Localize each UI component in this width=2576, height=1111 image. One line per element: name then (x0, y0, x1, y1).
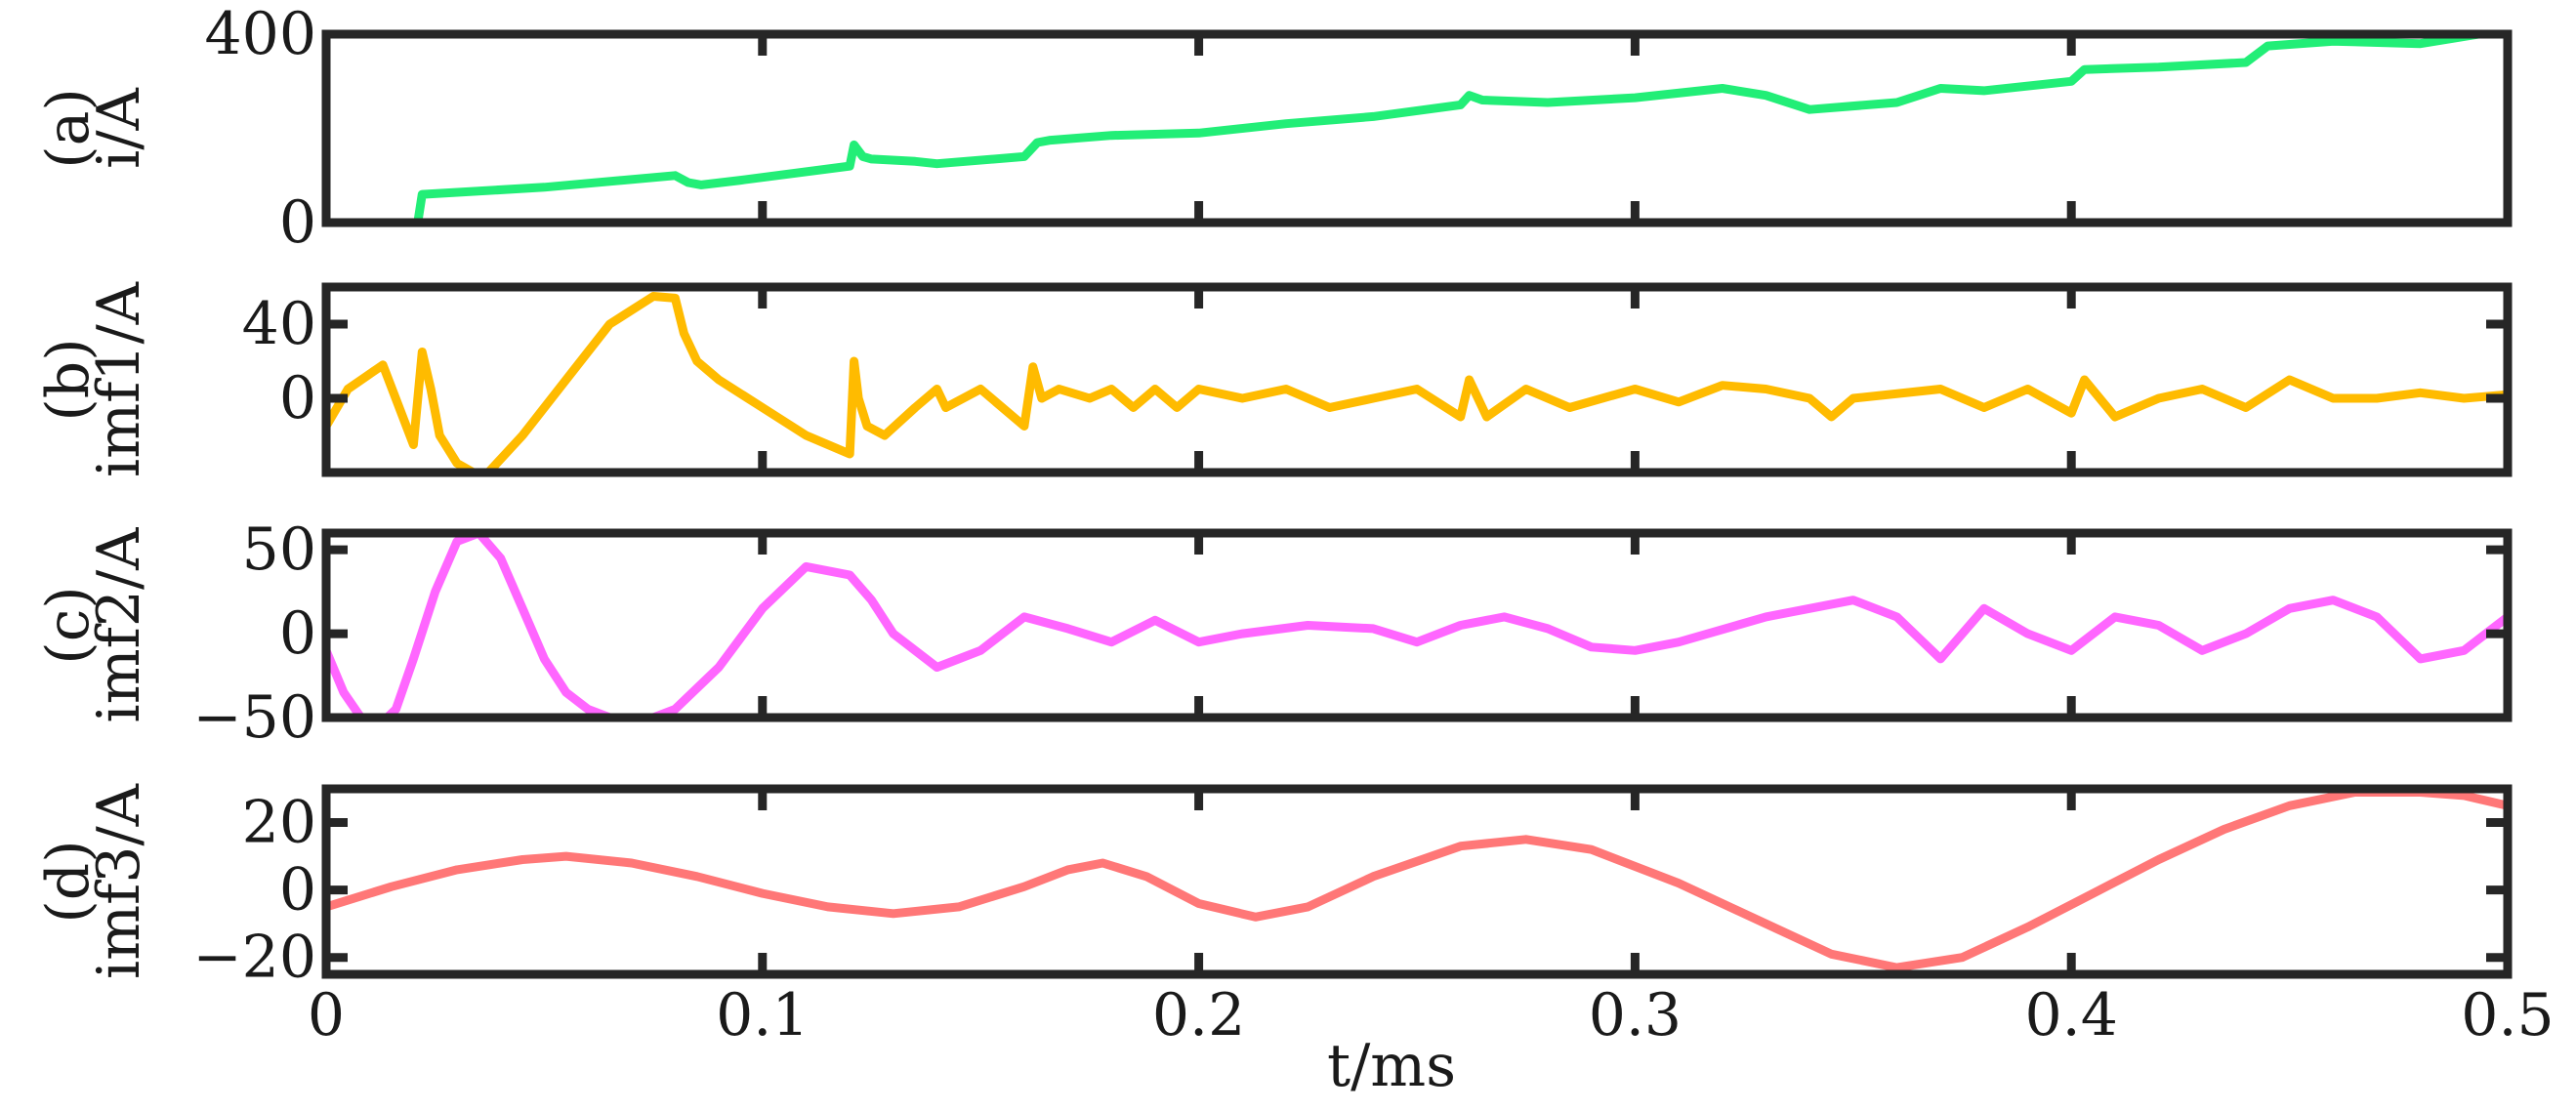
y-tick-label: −50 (192, 683, 316, 752)
x-tick-label: 0 (308, 981, 345, 1049)
x-tick-label: 0.4 (2024, 981, 2117, 1049)
x-tick-label: 0.5 (2461, 981, 2554, 1049)
axes-box (321, 528, 2513, 722)
panel-letter: (a) (34, 88, 103, 169)
y-unit-label: i/A (85, 87, 153, 168)
axes-box (321, 29, 2513, 227)
panel-letter: (d) (34, 840, 103, 923)
x-tick-label: 0.2 (1152, 981, 1245, 1049)
y-unit-label: imf1/A (85, 281, 153, 477)
y-tick-label: −20 (192, 924, 316, 992)
y-tick-label: 0 (279, 364, 316, 432)
y-axis-label: (c)imf2/A (34, 527, 153, 723)
axes-box (321, 784, 2513, 979)
y-tick-label: 0 (279, 188, 316, 257)
panel-c: −50 0 50 (c)imf2/A (34, 515, 2513, 752)
axes-box (321, 282, 2513, 477)
series-line (326, 789, 2508, 972)
x-tick-label: 0.3 (1589, 981, 1682, 1049)
y-tick-label: 400 (204, 0, 316, 68)
panel-letter: (c) (34, 586, 103, 664)
x-tick-label: 0.1 (716, 981, 809, 1049)
series-line (326, 34, 2507, 223)
y-axis-label: (b)imf1/A (34, 281, 153, 477)
y-tick-label: 0 (279, 599, 316, 668)
panel-letter: (b) (34, 338, 103, 421)
panel-b: 040 (b)imf1/A (34, 281, 2513, 477)
panel-a: 0 400 (a)i/A (34, 0, 2513, 257)
series-line (326, 292, 2508, 473)
y-axis-label: (d)imf3/A (34, 783, 153, 979)
y-unit-label: imf2/A (85, 527, 153, 723)
y-tick-label: 50 (242, 515, 316, 584)
series-line (326, 533, 2508, 718)
y-tick-label: 40 (242, 290, 316, 358)
y-unit-label: imf3/A (85, 783, 153, 979)
y-tick-label: 0 (279, 856, 316, 925)
y-axis-label: (a)i/A (34, 87, 153, 168)
y-tick-label: 20 (242, 789, 316, 857)
x-axis-label: t/ms (1327, 1032, 1456, 1100)
